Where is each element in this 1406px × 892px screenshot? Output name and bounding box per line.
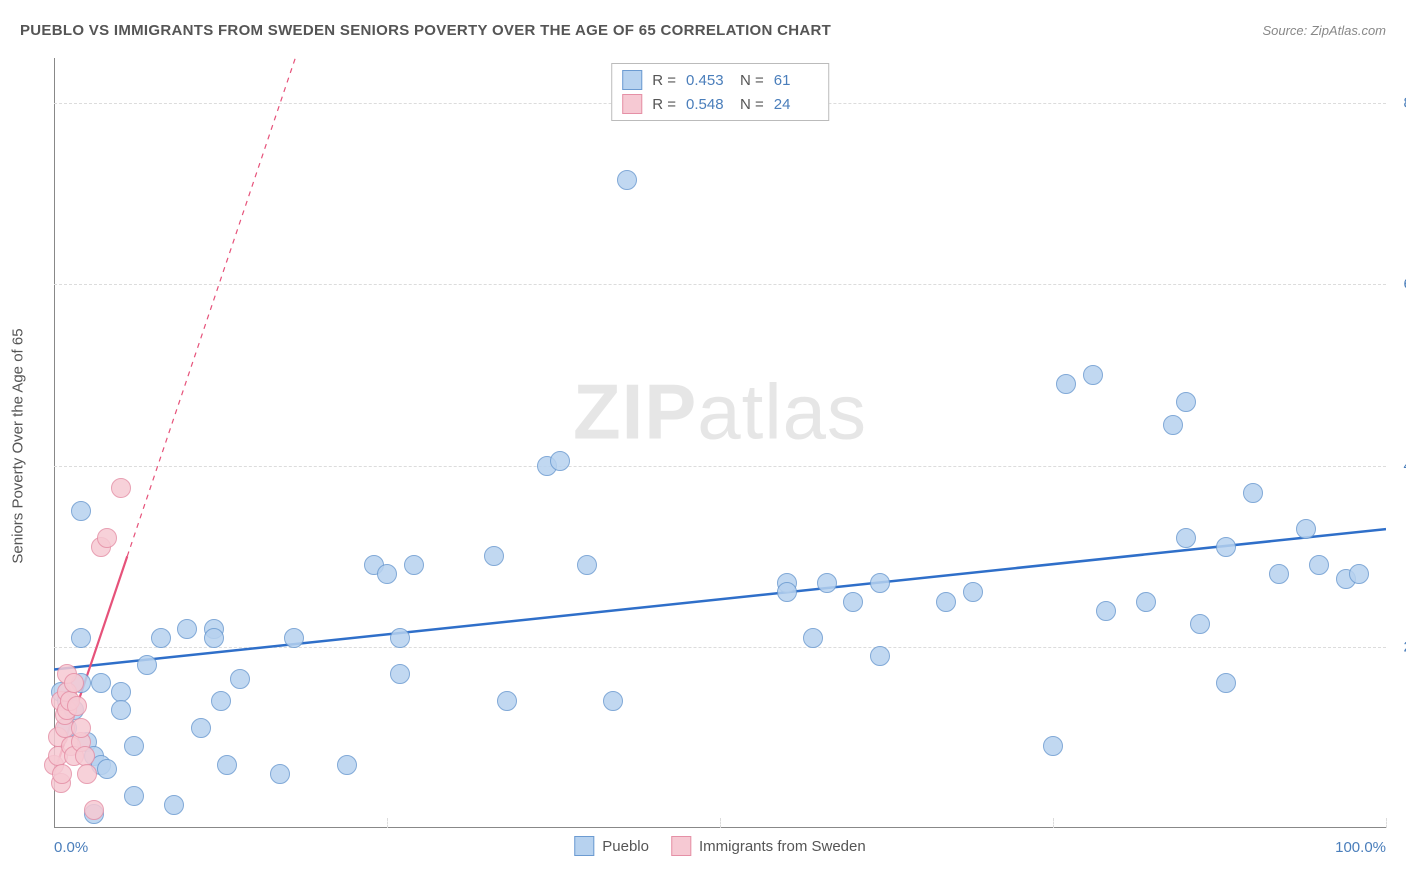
data-point	[97, 759, 117, 779]
data-point	[1096, 601, 1116, 621]
gridline-h	[54, 466, 1386, 467]
correlation-legend: R = 0.453 N = 61 R = 0.548 N = 24	[611, 63, 829, 121]
data-point	[204, 628, 224, 648]
data-point	[270, 764, 290, 784]
data-point	[497, 691, 517, 711]
data-point	[151, 628, 171, 648]
data-point	[936, 592, 956, 612]
data-point	[1136, 592, 1156, 612]
data-point	[1309, 555, 1329, 575]
data-point	[191, 718, 211, 738]
data-point	[803, 628, 823, 648]
data-point	[484, 546, 504, 566]
data-point	[137, 655, 157, 675]
data-point	[404, 555, 424, 575]
x-tick-max: 100.0%	[1335, 839, 1386, 856]
data-point	[64, 673, 84, 693]
data-point	[111, 700, 131, 720]
data-point	[817, 573, 837, 593]
data-point	[71, 501, 91, 521]
data-point	[97, 528, 117, 548]
legend-swatch	[622, 94, 642, 114]
x-tick-min: 0.0%	[54, 839, 88, 856]
data-point	[1056, 374, 1076, 394]
x-tick-mark	[387, 818, 388, 828]
y-tick-label: 40.0%	[1391, 457, 1406, 474]
data-point	[71, 628, 91, 648]
data-point	[1269, 564, 1289, 584]
legend-item-sweden: Immigrants from Sweden	[671, 836, 866, 856]
data-point	[390, 628, 410, 648]
legend-swatch	[622, 70, 642, 90]
chart-title: PUEBLO VS IMMIGRANTS FROM SWEDEN SENIORS…	[20, 22, 831, 39]
y-tick-label: 20.0%	[1391, 638, 1406, 655]
data-point	[177, 619, 197, 639]
watermark: ZIPatlas	[573, 367, 867, 458]
data-point	[67, 696, 87, 716]
data-point	[111, 682, 131, 702]
data-point	[870, 573, 890, 593]
data-point	[617, 170, 637, 190]
data-point	[164, 795, 184, 815]
y-tick-label: 60.0%	[1391, 276, 1406, 293]
chart-plot-area: ZIPatlas 20.0%40.0%60.0%80.0% R = 0.453 …	[54, 58, 1386, 828]
legend-swatch	[671, 836, 691, 856]
trend-lines	[54, 58, 1386, 828]
data-point	[111, 478, 131, 498]
y-axis-label: Seniors Poverty Over the Age of 65	[10, 328, 27, 563]
data-point	[1176, 392, 1196, 412]
data-point	[1296, 519, 1316, 539]
chart-source: Source: ZipAtlas.com	[1262, 23, 1386, 38]
legend-row-sweden: R = 0.548 N = 24	[622, 92, 818, 116]
data-point	[124, 786, 144, 806]
chart-header: PUEBLO VS IMMIGRANTS FROM SWEDEN SENIORS…	[20, 22, 1386, 39]
data-point	[337, 755, 357, 775]
data-point	[52, 764, 72, 784]
data-point	[843, 592, 863, 612]
x-tick-mark	[1053, 818, 1054, 828]
data-point	[1190, 614, 1210, 634]
data-point	[603, 691, 623, 711]
data-point	[377, 564, 397, 584]
data-point	[550, 451, 570, 471]
legend-item-pueblo: Pueblo	[574, 836, 649, 856]
gridline-h	[54, 647, 1386, 648]
data-point	[577, 555, 597, 575]
data-point	[390, 664, 410, 684]
y-tick-label: 80.0%	[1391, 95, 1406, 112]
data-point	[1083, 365, 1103, 385]
data-point	[91, 673, 111, 693]
data-point	[1176, 528, 1196, 548]
data-point	[211, 691, 231, 711]
x-tick-mark	[720, 818, 721, 828]
data-point	[777, 582, 797, 602]
series-legend: Pueblo Immigrants from Sweden	[574, 836, 865, 856]
data-point	[1243, 483, 1263, 503]
data-point	[963, 582, 983, 602]
data-point	[1216, 673, 1236, 693]
data-point	[284, 628, 304, 648]
data-point	[230, 669, 250, 689]
data-point	[1163, 415, 1183, 435]
data-point	[71, 718, 91, 738]
data-point	[870, 646, 890, 666]
data-point	[1043, 736, 1063, 756]
legend-row-pueblo: R = 0.453 N = 61	[622, 68, 818, 92]
data-point	[75, 746, 95, 766]
gridline-h	[54, 284, 1386, 285]
x-tick-mark	[1386, 818, 1387, 828]
data-point	[1349, 564, 1369, 584]
data-point	[124, 736, 144, 756]
data-point	[84, 800, 104, 820]
data-point	[77, 764, 97, 784]
legend-swatch	[574, 836, 594, 856]
data-point	[217, 755, 237, 775]
data-point	[1216, 537, 1236, 557]
